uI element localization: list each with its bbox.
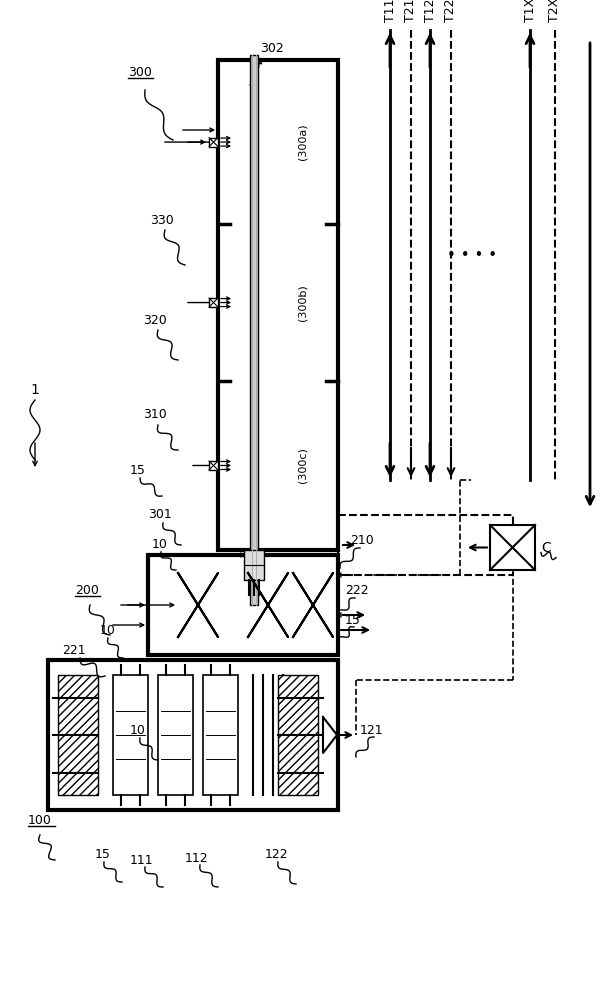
Text: 112: 112 bbox=[185, 852, 209, 864]
Text: 301: 301 bbox=[148, 508, 172, 522]
Bar bbox=[48, 660, 338, 810]
Bar bbox=[250, 55, 258, 605]
Text: 122: 122 bbox=[265, 848, 289, 861]
Text: 200: 200 bbox=[75, 584, 99, 596]
Text: 15: 15 bbox=[345, 613, 361, 626]
Bar bbox=[218, 60, 338, 550]
Polygon shape bbox=[178, 573, 218, 605]
Text: 210: 210 bbox=[350, 534, 374, 546]
Text: 1: 1 bbox=[31, 383, 39, 397]
Text: 300: 300 bbox=[128, 66, 152, 79]
Text: 100: 100 bbox=[28, 814, 52, 826]
Text: C: C bbox=[541, 540, 551, 554]
Bar bbox=[490, 525, 535, 570]
Text: 222: 222 bbox=[345, 584, 368, 596]
Bar bbox=[338, 515, 513, 575]
Bar bbox=[209, 298, 218, 307]
Text: 330: 330 bbox=[150, 214, 174, 227]
Text: • • • •: • • • • bbox=[447, 247, 497, 262]
Bar bbox=[244, 550, 264, 580]
Text: 15: 15 bbox=[130, 464, 146, 477]
Bar bbox=[209, 461, 218, 470]
Polygon shape bbox=[293, 605, 333, 637]
Polygon shape bbox=[248, 605, 288, 637]
Text: 221: 221 bbox=[62, 644, 86, 656]
Polygon shape bbox=[178, 605, 218, 637]
Polygon shape bbox=[323, 717, 337, 753]
Text: 111: 111 bbox=[130, 854, 154, 866]
Bar bbox=[203, 675, 238, 795]
Text: 10: 10 bbox=[130, 724, 146, 736]
Text: T22: T22 bbox=[444, 0, 458, 22]
Bar bbox=[148, 555, 338, 655]
Text: T11: T11 bbox=[384, 0, 397, 22]
Text: T12: T12 bbox=[423, 0, 437, 22]
Polygon shape bbox=[248, 573, 288, 605]
Text: 302: 302 bbox=[260, 41, 284, 54]
Text: (300c): (300c) bbox=[297, 448, 307, 483]
Text: 320: 320 bbox=[143, 314, 167, 326]
Bar bbox=[58, 675, 98, 795]
Bar bbox=[209, 138, 218, 147]
Bar bbox=[278, 675, 318, 795]
Text: T1X: T1X bbox=[523, 0, 537, 22]
Text: (300a): (300a) bbox=[297, 124, 307, 160]
Bar bbox=[113, 675, 148, 795]
Text: T21: T21 bbox=[405, 0, 417, 22]
Polygon shape bbox=[293, 573, 333, 605]
Text: 10: 10 bbox=[100, 624, 116, 637]
Bar bbox=[158, 675, 193, 795]
Text: (300b): (300b) bbox=[297, 284, 307, 321]
Text: T2X: T2X bbox=[549, 0, 561, 22]
Text: 310: 310 bbox=[143, 408, 167, 422]
Text: 121: 121 bbox=[360, 724, 384, 736]
Text: 15: 15 bbox=[95, 848, 111, 861]
Text: 10: 10 bbox=[152, 538, 168, 552]
